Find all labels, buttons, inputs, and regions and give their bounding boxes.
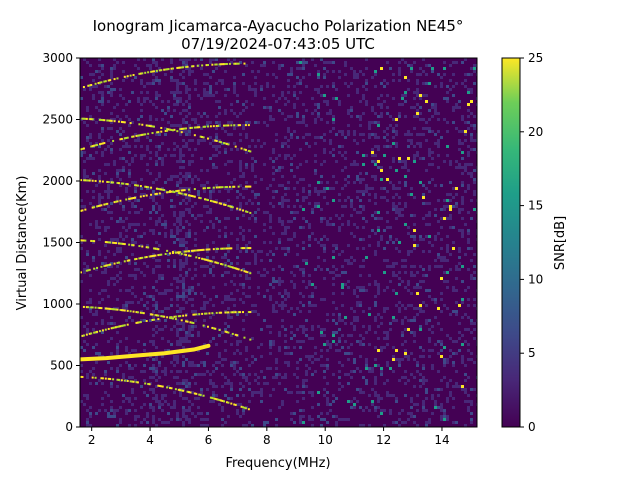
y-tick-label: 2000 bbox=[42, 174, 73, 188]
x-tick-label: 2 bbox=[88, 433, 96, 447]
x-axis-label: Frequency(MHz) bbox=[225, 456, 330, 471]
x-tick-label: 8 bbox=[263, 433, 271, 447]
colorbar-tick-label: 25 bbox=[528, 51, 543, 65]
y-tick-label: 2500 bbox=[42, 113, 73, 127]
y-tick-label: 1500 bbox=[42, 236, 73, 250]
x-tick-label: 14 bbox=[434, 433, 449, 447]
chart-title: Ionogram Jicamarca-Ayacucho Polarization… bbox=[93, 17, 464, 35]
heatmap-area bbox=[80, 58, 477, 427]
y-axis-label: Virtual Distance(Km) bbox=[15, 176, 30, 311]
chart-subtitle: 07/19/2024-07:43:05 UTC bbox=[181, 35, 375, 53]
x-tick-label: 6 bbox=[205, 433, 213, 447]
colorbar-tick-label: 5 bbox=[528, 346, 536, 360]
x-tick-label: 12 bbox=[376, 433, 391, 447]
x-tick-label: 4 bbox=[146, 433, 154, 447]
y-axis-ticks: 0 500 1000 1500 2000 2500 3000 bbox=[42, 51, 80, 434]
colorbar-ticks: 0 5 10 15 20 25 bbox=[520, 51, 543, 434]
colorbar-tick-label: 10 bbox=[528, 272, 543, 286]
echo-trace-layer bbox=[80, 343, 211, 362]
y-tick-label: 3000 bbox=[42, 51, 73, 65]
colorbar-tick-label: 0 bbox=[528, 420, 536, 434]
echo-trace-0 bbox=[80, 343, 211, 362]
colorbar-tick-label: 15 bbox=[528, 199, 543, 213]
x-tick-label: 10 bbox=[318, 433, 333, 447]
x-axis-ticks: 2 4 6 8 10 12 14 bbox=[88, 427, 450, 447]
colorbar-label: SNR[dB] bbox=[553, 216, 568, 270]
colorbar bbox=[501, 57, 521, 428]
y-tick-label: 500 bbox=[50, 359, 73, 373]
y-tick-label: 1000 bbox=[42, 297, 73, 311]
y-tick-label: 0 bbox=[65, 420, 73, 434]
colorbar-tick-label: 20 bbox=[528, 125, 543, 139]
